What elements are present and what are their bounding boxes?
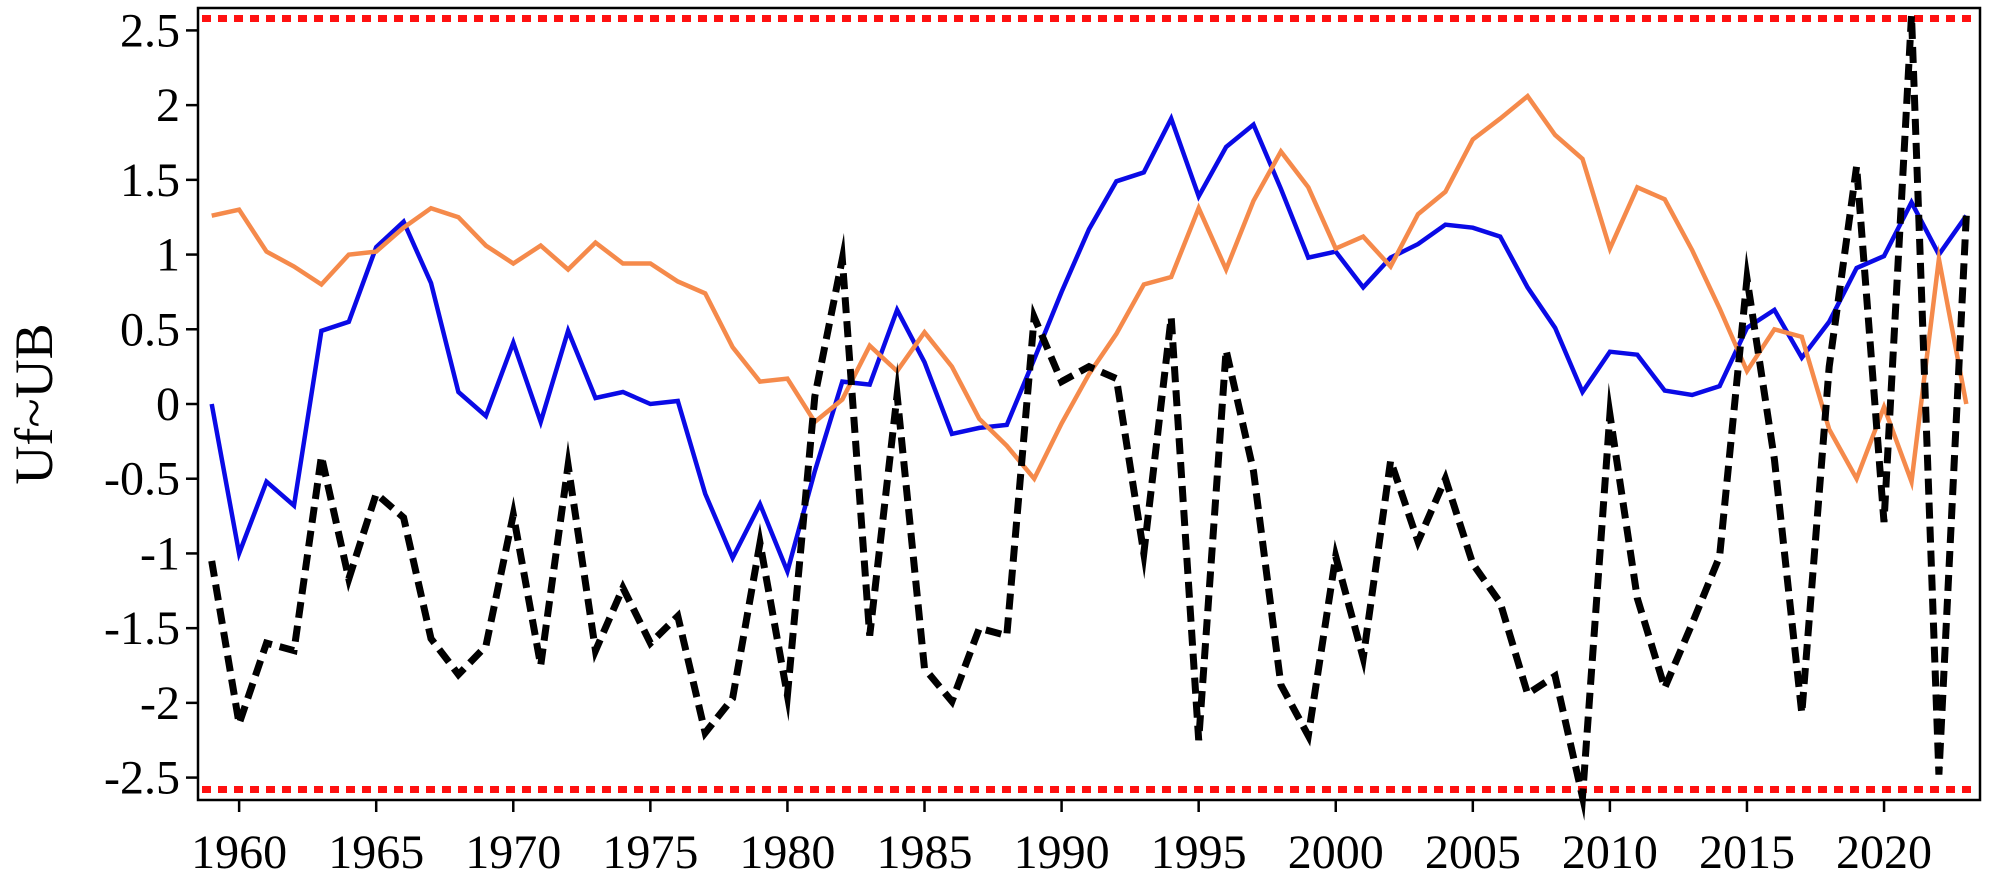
y-axis-ticks: 2.5 2 1.5 1 0.5 0 -0.5 -1 -1.5 -2 -2.5 — [104, 4, 198, 805]
x-tick-label: 1980 — [739, 826, 835, 879]
x-tick-label: 2015 — [1699, 826, 1795, 879]
series-line-3 — [208, 15, 1970, 821]
reference-lines — [202, 14, 1976, 794]
y-tick-label: -2.5 — [104, 752, 180, 805]
x-tick-label: 1975 — [602, 826, 698, 879]
x-tick-label: 2020 — [1836, 826, 1932, 879]
y-tick-label: 0 — [156, 378, 180, 431]
y-tick-label: 2.5 — [120, 4, 180, 57]
x-tick-label: 2005 — [1425, 826, 1521, 879]
x-tick-label: 1985 — [877, 826, 973, 879]
series-line-2 — [211, 92, 1969, 492]
series-line-1 — [209, 112, 1969, 579]
y-axis-title: Uf~UB — [4, 323, 64, 484]
y-tick-label: -2 — [140, 677, 180, 730]
x-tick-label: 1970 — [465, 826, 561, 879]
series-lines — [208, 15, 1970, 821]
x-tick-label: 2000 — [1288, 826, 1384, 879]
x-tick-label: 1965 — [328, 826, 424, 879]
y-tick-label: -1.5 — [104, 602, 180, 655]
x-tick-label: 2010 — [1562, 826, 1658, 879]
x-tick-label: 1990 — [1014, 826, 1110, 879]
x-tick-label: 1960 — [191, 826, 287, 879]
y-tick-label: 1.5 — [120, 154, 180, 207]
plot-area — [196, 6, 1982, 802]
y-tick-label: -1 — [140, 527, 180, 580]
x-tick-label: 1995 — [1151, 826, 1247, 879]
y-tick-label: 1 — [156, 229, 180, 282]
x-axis-ticks: 1960 1965 1970 1975 1980 1985 1990 1995 2000 2005… — [191, 800, 1932, 879]
y-tick-label: -0.5 — [104, 453, 180, 506]
y-tick-label: 2 — [156, 79, 180, 132]
y-tick-label: 0.5 — [120, 303, 180, 356]
